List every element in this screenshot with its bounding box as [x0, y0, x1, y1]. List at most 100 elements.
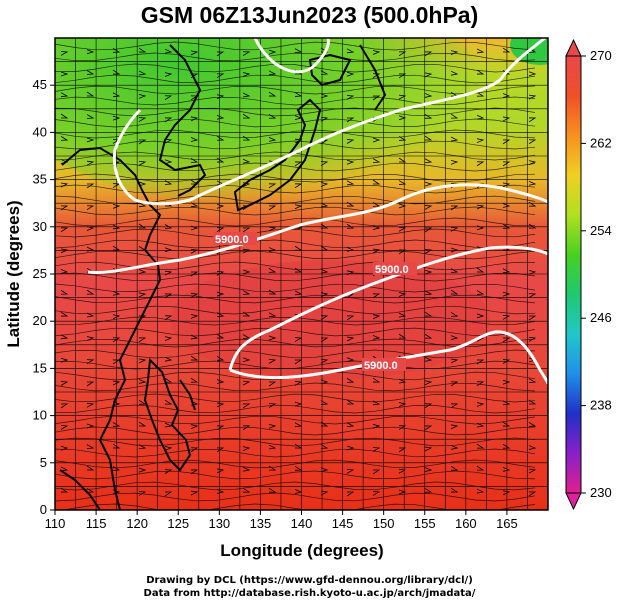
wind-arrow — [346, 357, 355, 362]
wind-arrow — [242, 425, 251, 431]
wind-arrow — [320, 70, 329, 76]
wind-arrow — [138, 160, 147, 166]
wind-arrow — [320, 223, 329, 229]
wind-arrow — [268, 226, 277, 232]
wind-arrow — [164, 95, 173, 101]
wind-arrow — [268, 247, 277, 252]
wind-arrow — [398, 402, 407, 407]
wind-arrow — [450, 403, 459, 409]
y-tick-label: 10 — [33, 408, 47, 423]
streamline — [55, 470, 536, 480]
wind-arrow — [528, 399, 537, 405]
wind-arrow — [528, 468, 537, 474]
wind-arrow — [450, 247, 459, 253]
wind-arrow — [242, 357, 251, 363]
wind-arrow — [294, 489, 303, 494]
wind-arrow — [112, 69, 121, 75]
streamline — [55, 206, 536, 216]
wind-arrow — [86, 289, 95, 295]
wind-arrow — [164, 247, 173, 253]
wind-arrow — [346, 468, 355, 474]
wind-arrow — [60, 311, 69, 317]
wind-arrow — [268, 335, 277, 341]
wind-arrow — [216, 355, 225, 361]
y-axis-label: Latitude (degrees) — [4, 200, 23, 347]
contour-label-bg — [362, 358, 406, 371]
wind-arrow — [112, 290, 121, 296]
streamline — [55, 63, 536, 73]
wind-arrow — [112, 203, 121, 209]
wind-arrow — [216, 489, 225, 494]
streamline — [55, 52, 536, 62]
wind-arrow — [164, 117, 173, 123]
wind-arrow — [450, 160, 459, 165]
wind-arrow — [424, 205, 433, 210]
wind-arrow — [372, 400, 381, 406]
wind-arrow — [86, 402, 95, 408]
wind-arrow — [138, 269, 147, 274]
x-tick-label: 120 — [126, 516, 148, 531]
wind-arrow — [320, 292, 329, 297]
wind-arrow — [216, 333, 225, 339]
wind-arrow — [372, 50, 381, 55]
wind-arrow — [424, 51, 433, 57]
wind-arrow — [528, 293, 537, 298]
wind-arrow — [502, 203, 511, 208]
wind-arrow — [502, 291, 511, 297]
wind-arrow — [190, 447, 199, 453]
wind-arrow — [216, 73, 225, 79]
wind-arrow — [60, 381, 69, 386]
wind-arrow — [294, 267, 303, 273]
streamline — [55, 294, 536, 304]
wind-arrow — [164, 138, 173, 144]
x-tick-label: 165 — [496, 516, 518, 531]
y-tick-label: 30 — [33, 219, 47, 234]
colorbar-labels: 270 262 254 246 238 230 — [581, 48, 612, 500]
credit-drawing: Drawing by DCL (https://www.gfd-dennou.o… — [146, 575, 473, 586]
wind-arrow — [320, 116, 329, 122]
wind-arrow — [138, 399, 147, 405]
wind-arrow — [450, 50, 459, 55]
wind-arrow — [528, 378, 537, 384]
wind-arrow — [164, 180, 173, 185]
wind-arrow — [502, 400, 511, 406]
wind-arrow — [112, 245, 121, 251]
x-tick-label: 140 — [291, 516, 313, 531]
streamline — [55, 415, 536, 425]
wind-arrow — [294, 465, 303, 471]
wind-arrow — [320, 161, 329, 167]
x-tick-label: 130 — [208, 516, 230, 531]
wind-arrow — [112, 380, 121, 386]
wind-arrow — [242, 334, 251, 339]
wind-arrow — [424, 113, 433, 119]
wind-arrow — [86, 205, 95, 211]
wind-arrow — [164, 356, 173, 362]
wind-arrow — [242, 158, 251, 164]
wind-arrow — [112, 422, 121, 427]
wind-arrow — [268, 403, 277, 408]
wind-arrow — [320, 245, 329, 251]
wind-arrow — [528, 445, 537, 450]
wind-arrow — [450, 335, 459, 340]
wind-arrow — [372, 423, 381, 429]
wind-arrow — [190, 313, 199, 319]
wind-arrow — [164, 399, 173, 405]
wind-arrow — [242, 269, 251, 275]
wind-arrow — [398, 94, 407, 100]
y-tick-label: 20 — [33, 313, 47, 328]
streamline — [55, 283, 536, 293]
wind-arrow — [60, 92, 69, 98]
wind-arrow — [216, 425, 225, 431]
wind-arrow — [320, 467, 329, 473]
wind-arrow — [86, 183, 95, 189]
y-tick-label: 45 — [33, 77, 47, 92]
wind-arrow — [164, 72, 173, 77]
streamline — [55, 338, 536, 348]
wind-arrow — [294, 443, 303, 449]
wind-arrow — [372, 158, 381, 164]
wind-arrow — [216, 468, 225, 474]
wind-arrow — [164, 469, 173, 474]
wind-arrow — [528, 180, 537, 186]
y-tick-label: 5 — [40, 455, 47, 470]
wind-arrow — [346, 445, 355, 451]
